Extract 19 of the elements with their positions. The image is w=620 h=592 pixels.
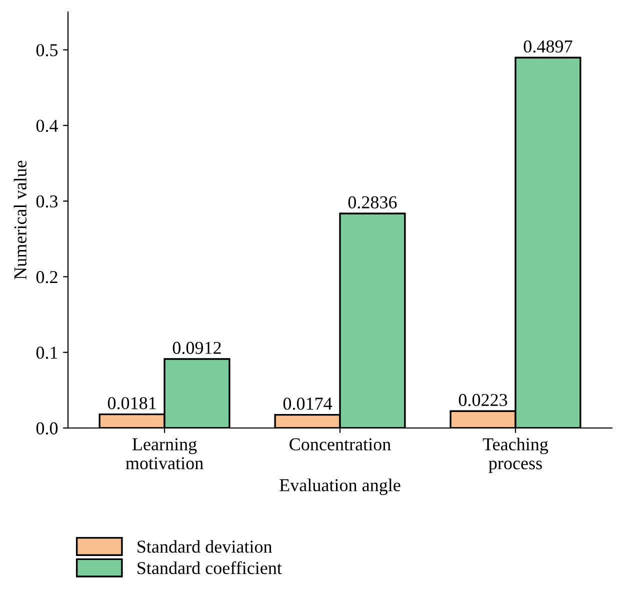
data-label: 0.0223 (458, 394, 508, 406)
y-tick-label: 0.3 (36, 195, 58, 208)
legend-label: Standard deviation (138, 540, 272, 553)
x-axis-title: Evaluation angle (280, 478, 400, 496)
y-tick-label: 0.2 (36, 270, 58, 284)
y-axis-title: Numerical value (14, 160, 26, 280)
y-tick-label: 0.0 (36, 422, 58, 435)
data-label: 0.0174 (283, 398, 332, 410)
data-label: 0.4897 (524, 40, 572, 53)
y-tick-label: 0.5 (36, 44, 58, 56)
data-label: 0.0912 (172, 342, 221, 354)
x-tick-label: Concentration (290, 438, 391, 450)
legend-label: Standard coefficient (138, 561, 282, 574)
data-label: 0.0181 (108, 397, 156, 410)
y-tick-label: 0.4 (36, 120, 58, 132)
y-tick-label: 0.1 (36, 346, 58, 359)
x-tick-label: Teaching process (482, 438, 548, 474)
data-label: 0.2836 (348, 196, 397, 209)
x-tick-label: Learning motivation (126, 438, 204, 470)
